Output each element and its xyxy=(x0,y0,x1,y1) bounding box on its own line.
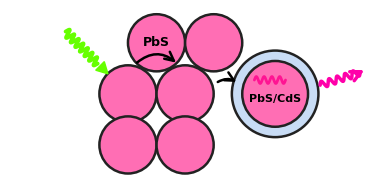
Circle shape xyxy=(156,116,214,174)
Circle shape xyxy=(242,61,308,127)
Polygon shape xyxy=(96,62,108,74)
Circle shape xyxy=(99,116,156,174)
Text: PbS/CdS: PbS/CdS xyxy=(249,94,301,104)
Circle shape xyxy=(128,14,185,71)
Circle shape xyxy=(185,14,242,71)
Circle shape xyxy=(156,65,214,122)
Circle shape xyxy=(99,65,156,122)
Text: PbS: PbS xyxy=(143,36,170,49)
Circle shape xyxy=(232,51,318,137)
